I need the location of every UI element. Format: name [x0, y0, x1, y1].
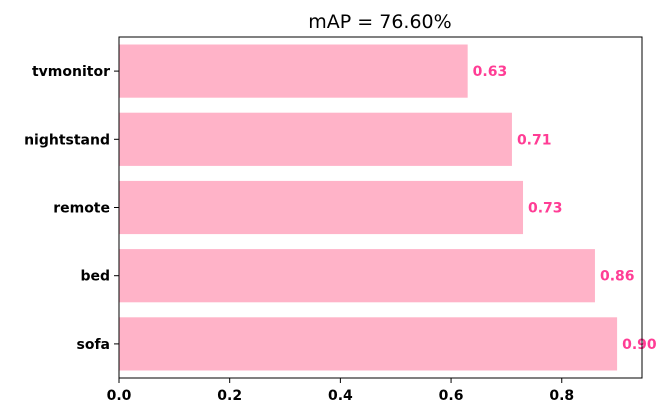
category-label-nightstand: nightstand [24, 132, 110, 148]
bars-group: 0.90 0.86 0.73 0.71 0.63 [119, 44, 657, 371]
x-tick-label-0: 0.0 [107, 388, 132, 404]
category-label-tvmonitor: tvmonitor [32, 64, 110, 80]
category-label-sofa: sofa [77, 337, 111, 353]
bar-sofa [119, 317, 618, 371]
x-tick-label-3: 0.6 [439, 388, 464, 404]
category-label-bed: bed [80, 269, 110, 285]
value-label-tvmonitor: 0.63 [473, 64, 508, 80]
bar-remote [119, 180, 524, 235]
value-label-nightstand: 0.71 [517, 132, 552, 148]
bar-tvmonitor [119, 44, 468, 98]
x-axis: 0.0 0.2 0.4 0.6 0.8 [107, 378, 574, 404]
value-label-bed: 0.86 [600, 269, 635, 285]
value-label-remote: 0.73 [528, 201, 563, 217]
y-axis: sofa bed remote nightstand tvmonitor [24, 64, 119, 353]
x-tick-label-1: 0.2 [217, 388, 242, 404]
value-label-sofa: 0.90 [622, 337, 657, 353]
bar-nightstand [119, 112, 512, 166]
x-tick-label-4: 0.8 [549, 388, 574, 404]
x-tick-label-2: 0.4 [328, 388, 353, 404]
plot-frame [118, 36, 643, 379]
bar-bed [119, 249, 595, 303]
chart-title: mAP = 76.60% [308, 11, 451, 33]
category-label-remote: remote [53, 201, 110, 217]
